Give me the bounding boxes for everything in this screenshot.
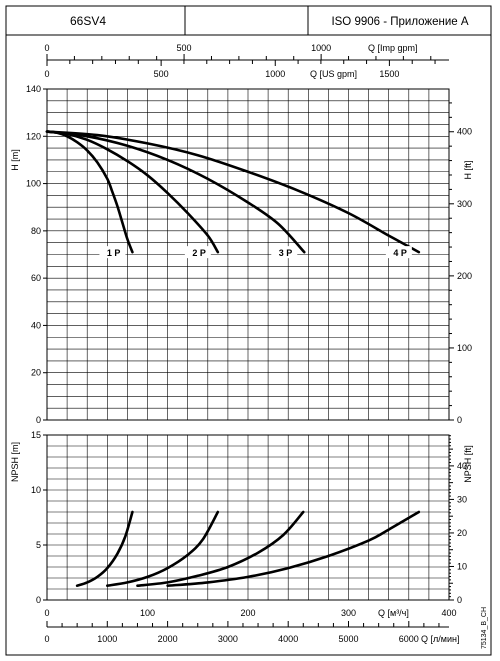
head-y-ft-tick-label: 0 <box>457 415 462 425</box>
bottom-axes: 0 100 200 300 400 Q [м³/ч] 0 1000 2000 3000 4000… <box>44 608 459 644</box>
npsh-y-ticks-right: 0 10 20 30 40 <box>449 435 467 605</box>
us-gpm-ticks: 0 500 1000 1500 <box>44 60 436 79</box>
head-y-ticks-right: 0 100 200 300 400 <box>449 102 472 425</box>
drawing-code: 75134_B_CH <box>481 607 488 649</box>
head-curve-label-3: 3 P <box>279 248 293 258</box>
l-min-ticks: 0 1000 2000 3000 4000 5000 6000 <box>44 621 440 644</box>
head-y-tick-label: 40 <box>31 320 41 330</box>
npsh-grid <box>46 434 450 601</box>
standard-label: ISO 9906 - Приложение A <box>331 16 468 28</box>
head-curve-label-bg <box>184 246 211 259</box>
l-min-tick-label: 6000 <box>399 634 419 644</box>
head-y-ft-tick-label: 200 <box>457 271 472 281</box>
head-curve-2 <box>45 130 220 254</box>
npsh-ylabel-right: NPSH [ft] <box>463 445 473 483</box>
head-curve-label-bg <box>99 246 126 259</box>
l-min-tick-label: 3000 <box>218 634 238 644</box>
npsh-curves <box>75 510 421 587</box>
header: 66SV4 ISO 9906 - Приложение A <box>5 5 492 36</box>
head-y-ft-tick-label: 400 <box>457 127 472 137</box>
head-y-tick-label: 20 <box>31 368 41 378</box>
m3h-tick-label: 300 <box>341 608 356 618</box>
l-min-tick-label: 5000 <box>338 634 358 644</box>
head-curve-3 <box>45 130 306 254</box>
npsh-chart: 0 5 10 15 0 10 20 30 40 NPSH [m] NPSH [ft] <box>10 430 473 605</box>
imp-gpm-ticks: 0 500 1000 <box>44 43 432 60</box>
npsh-y-ft-tick-label: 40 <box>457 461 467 471</box>
m3h-axis-label: Q [м³/ч] <box>378 608 409 618</box>
head-chart: 0 20 40 60 80 100 120 140 0 100 200 300 400 H [m] H… <box>10 84 473 425</box>
l-min-tick-label: 1000 <box>97 634 117 644</box>
us-gpm-axis-label: Q [US gpm] <box>310 69 357 79</box>
m3h-tick-label: 400 <box>441 608 456 618</box>
outer-frame <box>5 34 492 656</box>
us-gpm-tick-label: 1500 <box>379 69 399 79</box>
head-y-tick-label: 80 <box>31 226 41 236</box>
head-y-ft-tick-label: 100 <box>457 343 472 353</box>
m3h-tick-label: 200 <box>240 608 255 618</box>
head-ylabel-right: H [ft] <box>463 160 473 179</box>
us-gpm-tick-label: 500 <box>154 69 169 79</box>
head-curve-label-bg <box>385 246 412 259</box>
head-curve-label-bg <box>271 246 298 259</box>
top-axes: 0 500 1000 0 500 1000 1500 Q [Imp gpm] Q [US … <box>44 43 449 79</box>
model-name: 66SV4 <box>70 14 106 28</box>
head-curve-1 <box>45 130 134 254</box>
npsh-y-ft-tick-label: 20 <box>457 528 467 538</box>
npsh-y-tick-label: 15 <box>31 430 41 440</box>
npsh-y-tick-label: 10 <box>31 485 41 495</box>
l-min-tick-label: 0 <box>44 634 49 644</box>
head-y-ticks: 0 20 40 60 80 100 120 140 <box>26 84 47 425</box>
m3h-tick-label: 100 <box>140 608 155 618</box>
l-min-tick-label: 4000 <box>278 634 298 644</box>
head-curve-label-1: 1 P <box>107 248 121 258</box>
imp-gpm-tick-label: 1000 <box>311 43 331 53</box>
head-y-tick-label: 140 <box>26 84 41 94</box>
head-ylabel: H [m] <box>10 149 20 171</box>
npsh-ylabel: NPSH [m] <box>10 442 20 482</box>
imp-gpm-tick-label: 500 <box>177 43 192 53</box>
head-y-ft-tick-label: 300 <box>457 199 472 209</box>
head-y-tick-label: 0 <box>36 415 41 425</box>
imp-gpm-axis-label: Q [Imp gpm] <box>368 43 418 53</box>
us-gpm-tick-label: 1000 <box>265 69 285 79</box>
head-y-tick-label: 60 <box>31 273 41 283</box>
npsh-y-ticks: 0 5 10 15 <box>31 430 47 605</box>
m3h-ticks: 0 100 200 300 400 <box>44 608 456 618</box>
head-curve-label-4: 4 P <box>393 248 407 258</box>
l-min-tick-label: 2000 <box>158 634 178 644</box>
head-curves: 1 P 2 P 3 P 4 P <box>45 130 421 259</box>
npsh-y-ft-tick-label: 0 <box>457 595 462 605</box>
imp-gpm-tick-label: 0 <box>44 43 49 53</box>
npsh-curve-2 <box>106 510 220 587</box>
npsh-y-ft-tick-label: 10 <box>457 561 467 571</box>
head-curve-4 <box>45 130 421 254</box>
m3h-tick-label: 0 <box>44 608 49 618</box>
head-y-tick-label: 120 <box>26 131 41 141</box>
npsh-y-tick-label: 0 <box>36 595 41 605</box>
head-curve-label-2: 2 P <box>192 248 206 258</box>
us-gpm-tick-label: 0 <box>44 69 49 79</box>
npsh-curve-4 <box>166 510 421 587</box>
l-min-axis-label: Q [л/мин] <box>421 634 459 644</box>
npsh-y-tick-label: 5 <box>36 540 41 550</box>
npsh-curve-3 <box>136 510 305 587</box>
npsh-curve-1 <box>75 510 134 587</box>
head-y-tick-label: 100 <box>26 179 41 189</box>
npsh-y-ft-tick-label: 30 <box>457 494 467 504</box>
